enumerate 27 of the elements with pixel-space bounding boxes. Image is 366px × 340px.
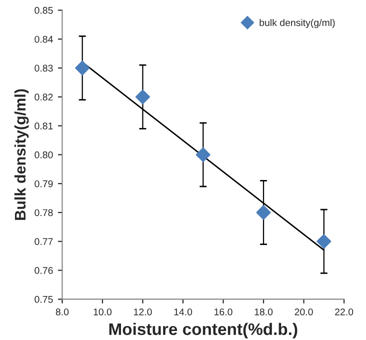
y-tick-label: 0.82 xyxy=(34,94,53,101)
x-tick-label: 16.0 xyxy=(214,308,232,316)
x-tick-label: 12.0 xyxy=(134,308,152,316)
y-axis-title: Bulk density(g/ml) xyxy=(14,89,29,220)
x-tick-label: 14.0 xyxy=(174,308,192,316)
y-tick-label: 0.84 xyxy=(34,36,53,43)
point xyxy=(135,90,150,104)
x-tick-label: 20.0 xyxy=(294,308,313,316)
y-tick-label: 0.76 xyxy=(34,267,53,274)
point xyxy=(316,234,332,249)
y-tick-label: 0.78 xyxy=(34,209,53,216)
x-tick-label: 18.0 xyxy=(254,308,273,316)
y-tick-label: 0.83 xyxy=(34,64,53,72)
y-tick-label: 0.81 xyxy=(34,122,53,130)
x-tick-label: 22.0 xyxy=(335,308,354,316)
y-tick-label: 0.80 xyxy=(34,151,53,158)
y-tick-label: 0.79 xyxy=(34,180,53,188)
x-tick-label: 10.0 xyxy=(94,308,112,316)
point xyxy=(256,205,271,220)
point xyxy=(196,147,210,162)
y-tick-label: 0.75 xyxy=(34,296,53,303)
point xyxy=(75,60,90,76)
y-tick-label: 0.77 xyxy=(34,238,53,246)
x-tick-label: 8.0 xyxy=(56,308,69,316)
y-tick-label: 0.85 xyxy=(34,6,53,14)
x-axis-title: Moisture content(%d.b.) xyxy=(109,322,298,338)
legend-label: bulk density(g/ml) xyxy=(260,18,335,28)
